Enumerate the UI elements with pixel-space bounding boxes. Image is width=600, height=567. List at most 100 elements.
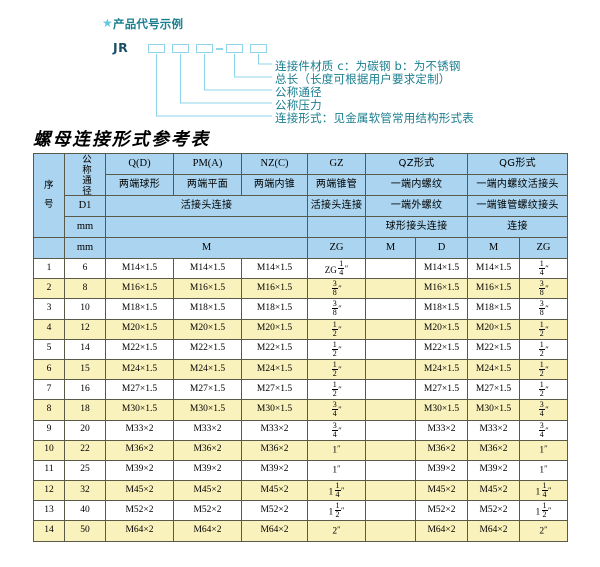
row-qz-m	[365, 500, 416, 522]
row-bore: 14	[64, 338, 106, 360]
header-group-gz: GZ	[307, 153, 366, 175]
table-row: 14 50 M64×2 M64×2 M64×2 2″ M64×2 M64×2 2″	[33, 520, 569, 542]
row-nzc-m: M27×1.5	[241, 379, 308, 401]
row-qg-zg: 1 2 ″	[519, 338, 569, 360]
row-nzc-m: M36×2	[241, 439, 308, 461]
row-bore: 6	[64, 257, 106, 280]
row-qz-d: M18×1.5	[414, 298, 469, 320]
row-qg-zg: 1″	[519, 439, 569, 461]
code-box-4	[226, 44, 243, 53]
row-qz-m	[365, 318, 416, 340]
row-pma-m: M52×2	[173, 500, 242, 522]
code-box-1	[148, 44, 165, 53]
row-pma-m: M39×2	[173, 459, 242, 482]
row-nzc-m: M18×1.5	[241, 298, 308, 320]
header-qd-desc2: 活接头连接	[105, 195, 308, 217]
row-pma-m: M64×2	[173, 520, 242, 542]
table-row: 4 12 M20×1.5 M20×1.5 M20×1.5 1 2 ″ M20×1.5 M20×1.…	[33, 318, 569, 340]
code-box-2	[172, 44, 189, 53]
row-qz-d: M33×2	[414, 419, 469, 441]
row-qz-d: M27×1.5	[414, 379, 469, 401]
row-nzc-m: M64×2	[241, 520, 308, 542]
row-qg-zg: 3 4 ″	[519, 419, 569, 441]
row-qg-m: M33×2	[467, 419, 521, 441]
row-qz-d: M16×1.5	[414, 278, 469, 300]
row-bore: 22	[64, 439, 106, 461]
callout-connection-type: 连接形式：见金属软管常用结构形式表	[275, 111, 474, 125]
row-seq: 8	[33, 399, 65, 421]
row-qz-d: M20×1.5	[414, 318, 469, 340]
row-seq: 6	[33, 358, 65, 381]
row-qd-m: M18×1.5	[105, 298, 174, 320]
row-qz-m	[365, 459, 416, 482]
row-pma-m: M27×1.5	[173, 379, 242, 401]
row-gz: 1 1 4 ″	[307, 480, 366, 502]
row-qg-zg: 1 2 ″	[519, 379, 569, 401]
row-qg-m: M64×2	[467, 520, 521, 542]
row-qd-m: M30×1.5	[105, 399, 174, 421]
row-seq: 10	[33, 439, 65, 461]
row-gz: 1 1 2 ″	[307, 500, 366, 522]
row-qz-m	[365, 439, 416, 461]
callout-material: 连接件材质 c：为碳钢 b：为不锈钢	[275, 59, 461, 73]
row-qz-m	[365, 298, 416, 320]
table-row: 6 15 M24×1.5 M24×1.5 M24×1.5 1 2 ″ M24×1.5 M24×1.…	[33, 358, 569, 381]
row-qg-m: M14×1.5	[467, 257, 521, 280]
row-nzc-m: M22×1.5	[241, 338, 308, 360]
row-seq: 5	[33, 338, 65, 360]
row-qg-m: M36×2	[467, 439, 521, 461]
row-qg-zg: 3 8 ″	[519, 298, 569, 320]
header-qd-desc1: 两端球形	[105, 174, 174, 196]
row-pma-m: M30×1.5	[173, 399, 242, 421]
row-seq: 7	[33, 379, 65, 401]
table-body: 1 6 M14×1.5 M14×1.5 M14×1.5 ZG 1 4 ″ M14×1.5 M14×1…	[33, 257, 569, 542]
header-unit-qg-zg: ZG	[519, 237, 569, 259]
row-qg-m: M18×1.5	[467, 298, 521, 320]
table-row: 5 14 M22×1.5 M22×1.5 M22×1.5 1 2 ″ M22×1.5 M22×1.…	[33, 338, 569, 360]
row-bore: 12	[64, 318, 106, 340]
row-bore: 40	[64, 500, 106, 522]
star-icon: ★	[102, 16, 113, 30]
row-pma-m: M22×1.5	[173, 338, 242, 360]
row-seq: 14	[33, 520, 65, 542]
header-qz-desc2: 一端外螺纹	[364, 195, 469, 217]
table-row: 12 32 M45×2 M45×2 M45×2 1 1 4 ″ M45×2 M45×2 1 1 4 ″	[33, 480, 569, 502]
row-seq: 2	[33, 278, 65, 300]
header-pma-desc1: 两端平面	[173, 174, 242, 196]
header-unit-qd: M	[105, 237, 308, 259]
row-qz-m	[365, 379, 416, 401]
row-nzc-m: M45×2	[241, 480, 308, 502]
header-bore-vertical: 公称通径	[64, 153, 106, 196]
row-qz-m	[365, 278, 416, 300]
row-pma-m: M45×2	[173, 480, 242, 502]
header-qg-desc2: 一端锥管螺纹接头	[467, 195, 569, 217]
code-dash	[216, 48, 223, 50]
row-seq: 11	[33, 459, 65, 482]
row-qg-zg: 3 4 ″	[519, 399, 569, 421]
row-nzc-m: M33×2	[241, 419, 308, 441]
row-qg-zg: 1 4 ″	[519, 257, 569, 280]
row-pma-m: M24×1.5	[173, 358, 242, 381]
table-row: 11 25 M39×2 M39×2 M39×2 1″ M39×2 M39×2 1″	[33, 459, 569, 482]
row-bore: 16	[64, 379, 106, 401]
header-qg-desc3: 连接	[467, 216, 569, 238]
row-qz-d: M14×1.5	[414, 257, 469, 280]
table-row: 2 8 M16×1.5 M16×1.5 M16×1.5 3 8 ″ M16×1.5 M16×1.5…	[33, 278, 569, 300]
header-qz-desc1: 一端内螺纹	[364, 174, 469, 196]
row-gz: 1″	[307, 459, 366, 482]
row-qd-m: M24×1.5	[105, 358, 174, 381]
row-qg-m: M39×2	[467, 459, 521, 482]
row-qd-m: M33×2	[105, 419, 174, 441]
row-qg-zg: 1 1 4 ″	[519, 480, 569, 502]
callout-nominal-bore: 公称通径	[275, 85, 322, 99]
row-qz-d: M36×2	[414, 439, 469, 461]
product-prefix-label: JR	[113, 40, 129, 55]
table-row: 3 10 M18×1.5 M18×1.5 M18×1.5 3 8 ″ M18×1.5 M18×1.…	[33, 298, 569, 320]
row-seq: 12	[33, 480, 65, 502]
row-qz-m	[365, 480, 416, 502]
row-qd-m: M45×2	[105, 480, 174, 502]
legend-title: 产品代号示例	[113, 17, 184, 31]
row-nzc-m: M20×1.5	[241, 318, 308, 340]
row-nzc-m: M30×1.5	[241, 399, 308, 421]
row-qz-m	[365, 257, 416, 280]
